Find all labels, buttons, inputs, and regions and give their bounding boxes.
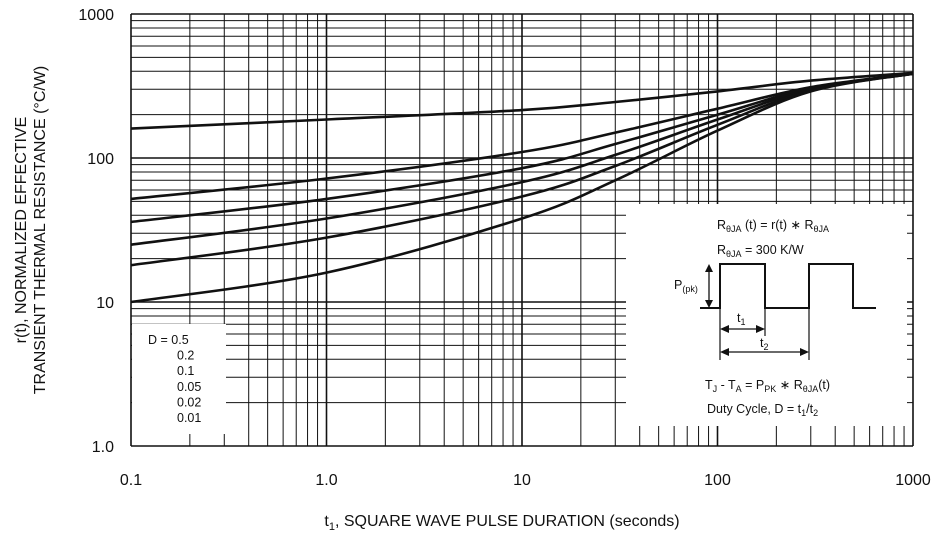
time-dimension-lines: [719, 308, 810, 360]
t2-label: t2: [760, 336, 769, 352]
y-tick-label: 1000: [78, 7, 114, 24]
x-axis-label: t1, SQUARE WAVE PULSE DURATION (seconds): [324, 513, 679, 533]
inset-formula-2: RθJA = 300 K/W: [717, 243, 804, 259]
x-tick-label: 1000: [895, 472, 931, 489]
x-tick-label: 1.0: [315, 472, 337, 489]
inset-formula-1: RθJA (t) = r(t) ∗ RθJA: [717, 218, 829, 234]
legend-entry: 0.02: [177, 395, 201, 409]
pulse-waveform: [700, 263, 876, 309]
legend-entry: 0.1: [177, 364, 194, 378]
series-line: [130, 71, 914, 130]
t1-label: t1: [737, 311, 746, 327]
inset-formula-4: Duty Cycle, D = t1/t2: [707, 402, 818, 418]
legend-entry: 0.2: [177, 349, 194, 363]
x-tick-labels: 0.1 1.0 10 100 1000: [120, 472, 931, 489]
y-axis-label-line2: TRANSIENT THERMAL RESISTANCE (°C/W): [32, 66, 49, 395]
series-line: [130, 72, 914, 304]
y-tick-label: 1.0: [92, 439, 114, 456]
y-axis-label-line1: r(t), NORMALIZED EFFECTIVE: [13, 117, 30, 344]
x-tick-label: 100: [704, 472, 731, 489]
t1-arrow: [720, 325, 765, 333]
y-tick-label: 100: [87, 151, 114, 168]
inset-box: [626, 204, 907, 426]
series-curves: [130, 71, 914, 304]
ppk-label: P(pk): [674, 278, 698, 294]
x-tick-label: 10: [513, 472, 531, 489]
inset-diagram: RθJA (t) = r(t) ∗ RθJA RθJA = 300 K/W P(…: [674, 218, 876, 418]
inset-formula-3: TJ - TA = PPK ∗ RθJA(t): [705, 378, 830, 394]
t2-arrow: [720, 348, 809, 356]
ppk-arrow: [705, 264, 713, 308]
y-tick-labels: 1000 100 10 1.0: [78, 7, 114, 456]
x-tick-label: 0.1: [120, 472, 142, 489]
legend-entry: 0.05: [177, 380, 201, 394]
legend-entry: D = 0.5: [148, 333, 189, 347]
legend-entry: 0.01: [177, 411, 201, 425]
legend-box: [132, 324, 226, 434]
y-tick-label: 10: [96, 295, 114, 312]
legend: D = 0.5 0.20.1 0.050.02 0.01: [148, 333, 201, 425]
